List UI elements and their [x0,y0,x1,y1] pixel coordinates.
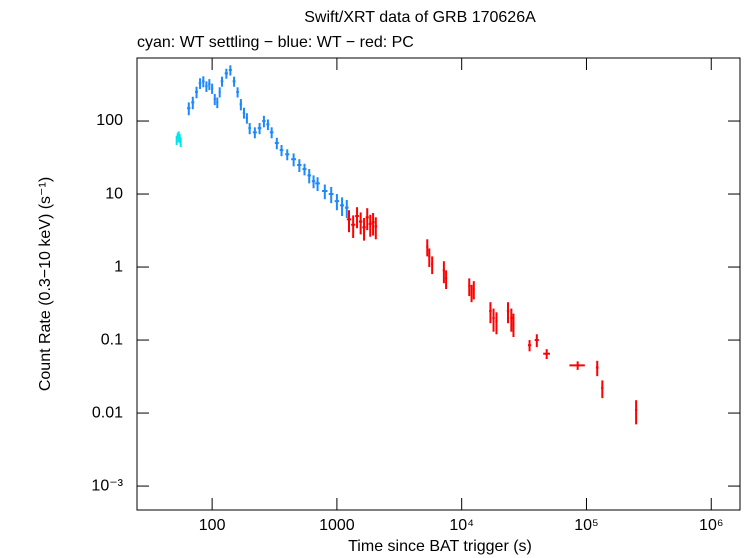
x-tick-label: 10⁵ [574,517,598,534]
y-tick-label: 10 [105,185,123,202]
y-tick-label: 100 [96,112,123,129]
chart-subtitle: cyan: WT settling − blue: WT − red: PC [137,34,414,51]
plot-frame [136,57,741,511]
y-tick-label: 0.1 [101,331,123,348]
x-tick-label: 10⁶ [699,517,723,534]
x-tick-label: 10⁴ [449,517,474,534]
y-tick-label: 10⁻³ [91,477,123,494]
x-axis-label: Time since BAT trigger (s) [348,538,532,555]
chart-title: Swift/XRT data of GRB 170626A [304,9,536,26]
y-axis-label: Count Rate (0.3−10 keV) (s⁻¹) [37,177,54,391]
x-tick-label: 1000 [319,517,355,534]
y-tick-label: 0.01 [92,404,123,421]
y-tick-label: 1 [114,258,123,275]
x-tick-label: 100 [199,517,226,534]
